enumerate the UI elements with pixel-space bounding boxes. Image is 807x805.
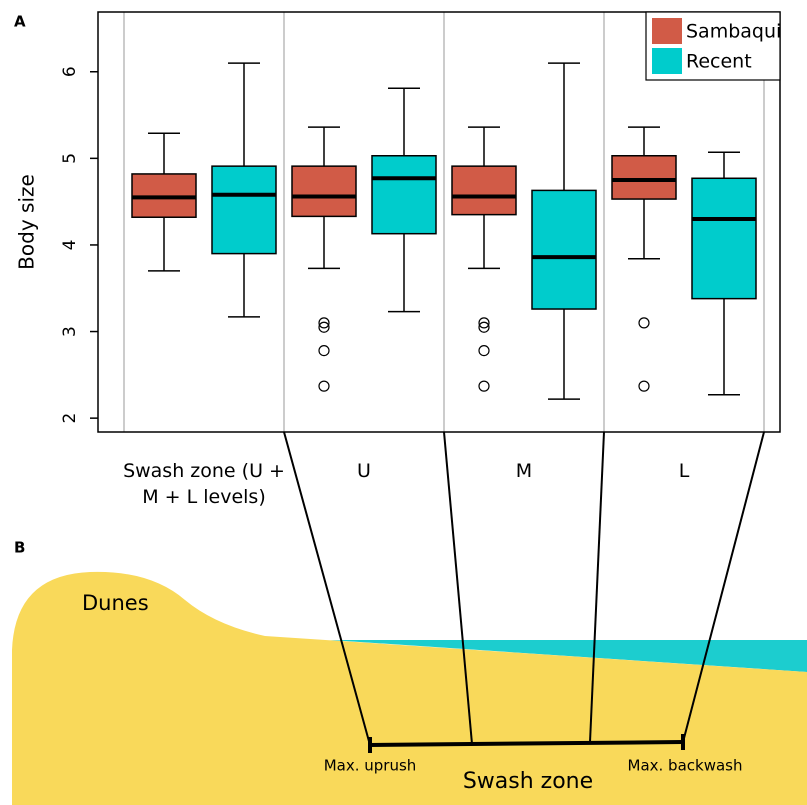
outlier: [479, 346, 489, 356]
box: [292, 166, 356, 216]
legend-swatch: [652, 48, 682, 74]
y-tick-label: 4: [60, 240, 80, 251]
x-tick-label: L: [594, 458, 774, 484]
x-tick-label: M: [434, 458, 614, 484]
y-tick-label: 5: [60, 153, 80, 164]
box: [372, 156, 436, 234]
uprush-label: Max. uprush: [324, 757, 417, 775]
y-axis-label: Body size: [15, 174, 39, 270]
outlier: [639, 381, 649, 391]
legend-swatch: [652, 18, 682, 44]
x-tick-label: U: [274, 458, 454, 484]
box: [212, 166, 276, 253]
box: [692, 178, 756, 298]
panel-label: B: [14, 539, 25, 557]
y-tick-label: 3: [60, 326, 80, 337]
outlier: [319, 346, 329, 356]
y-tick-label: 6: [60, 66, 80, 77]
swash-label: Swash zone: [463, 769, 593, 794]
outlier: [319, 381, 329, 391]
y-tick-label: 2: [60, 413, 80, 424]
legend-label: Sambaqui: [686, 21, 781, 43]
box: [452, 166, 516, 214]
chart: A B Dunes Max. uprush Swash zone Max. ba…: [0, 0, 807, 805]
outlier: [639, 318, 649, 328]
dunes-label: Dunes: [82, 591, 149, 615]
x-tick-label: Swash zone (U + M + L levels): [114, 458, 294, 510]
outlier: [479, 381, 489, 391]
box: [612, 156, 676, 199]
legend-label: Recent: [686, 51, 752, 73]
panel-label: A: [14, 13, 26, 31]
figure: A B Dunes Max. uprush Swash zone Max. ba…: [0, 0, 807, 805]
backwash-label: Max. backwash: [628, 757, 743, 775]
box: [532, 190, 596, 309]
